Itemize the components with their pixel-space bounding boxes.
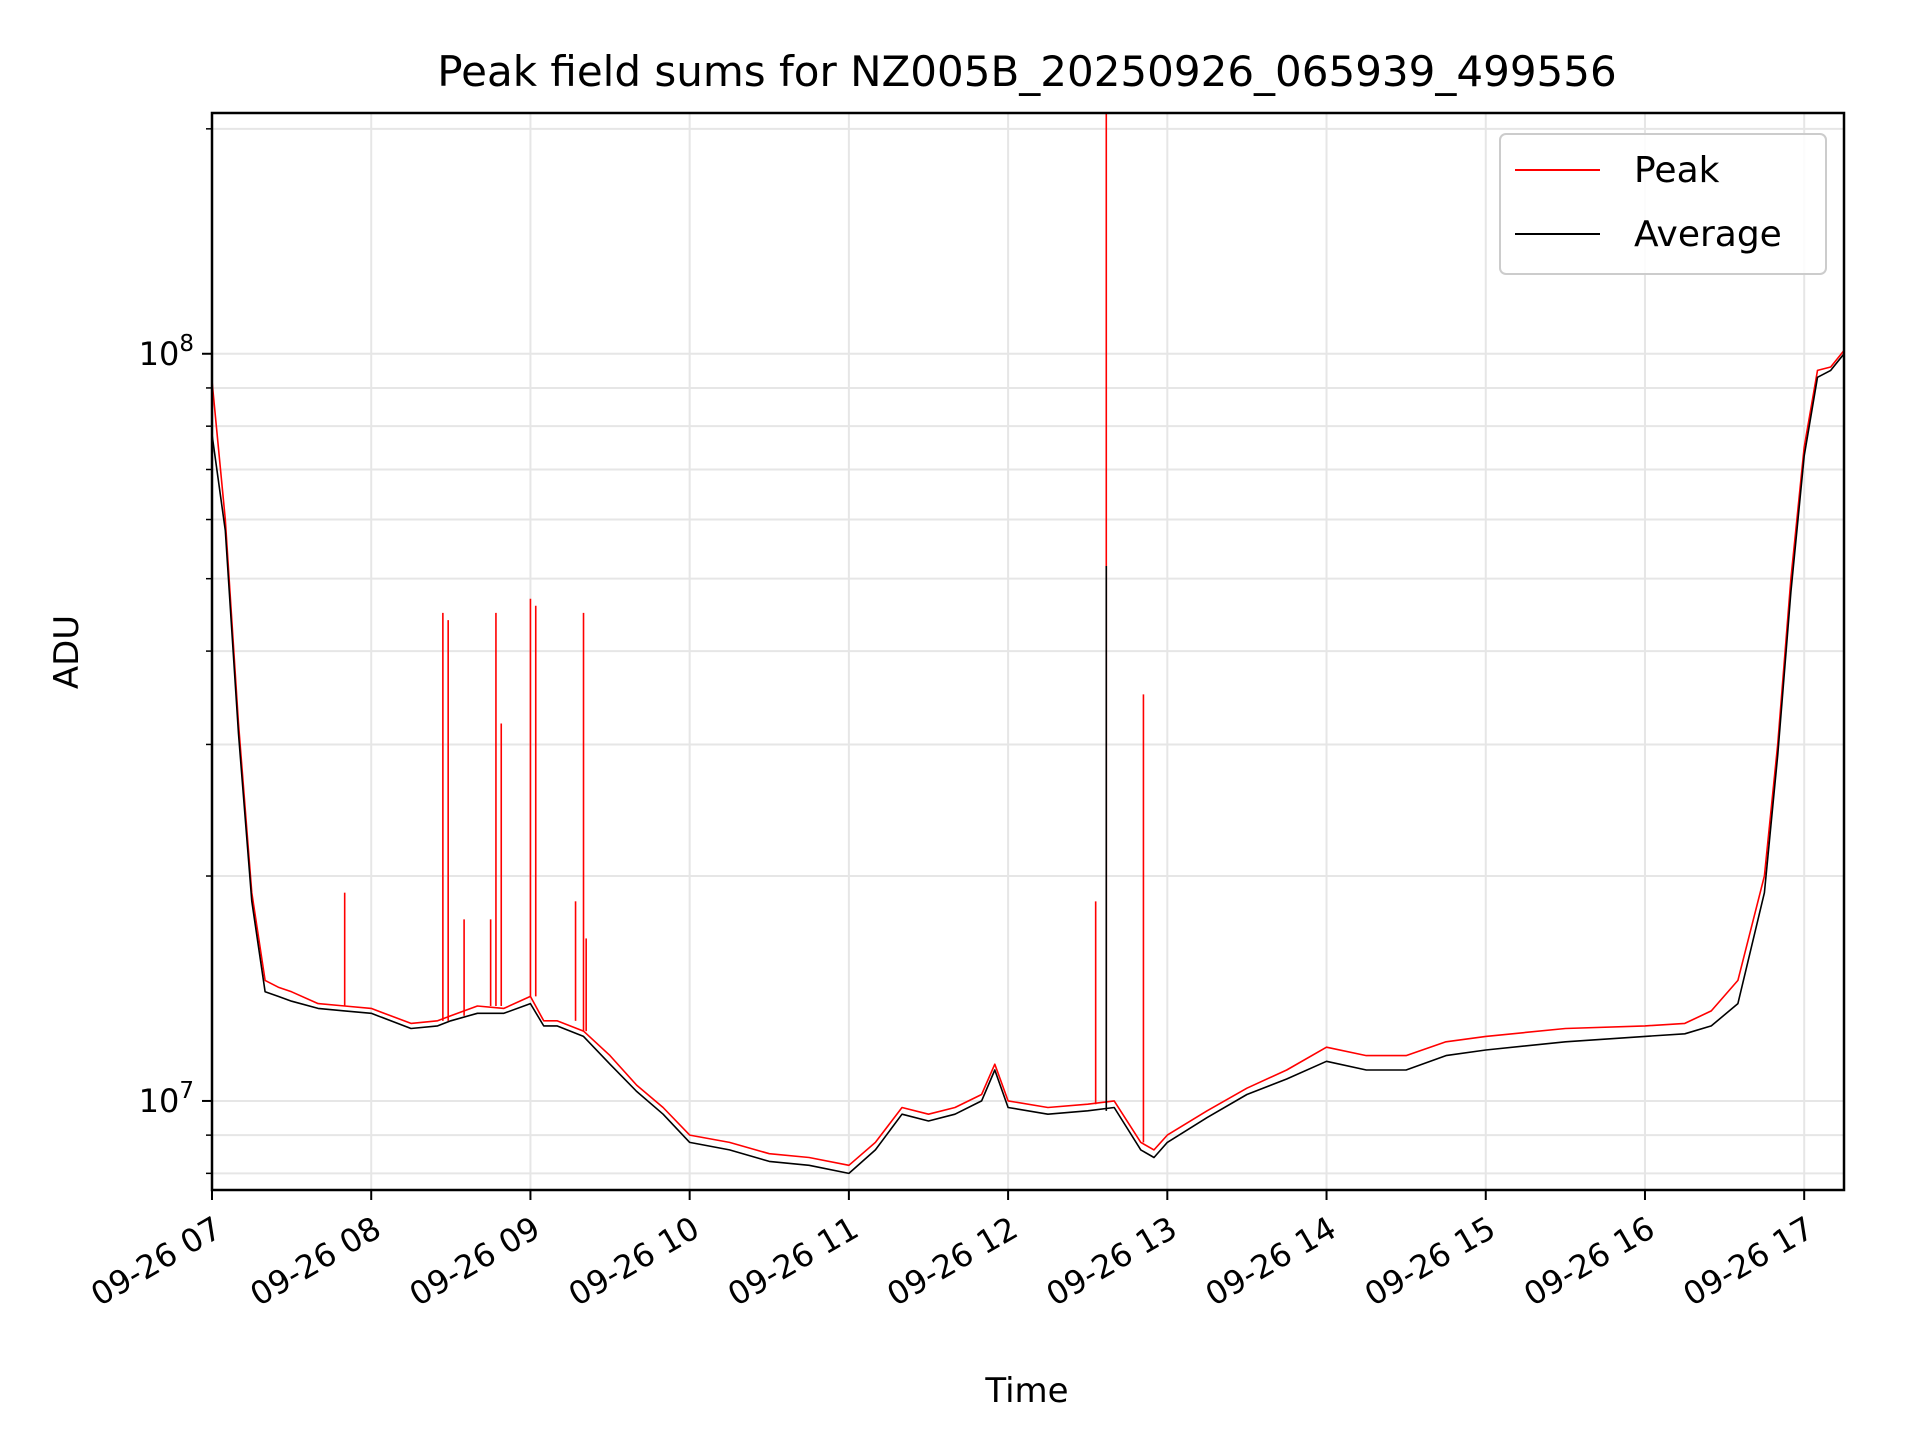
y-tick-label: 107 — [139, 1078, 194, 1120]
grid — [211, 113, 1844, 1190]
legend: Peak Average — [1499, 133, 1827, 275]
series-average — [212, 353, 1844, 1175]
legend-label-average: Average — [1634, 214, 1782, 255]
y-tick-label: 108 — [139, 331, 194, 373]
chart-title: Peak field sums for NZ005B_20250926_0659… — [437, 47, 1616, 96]
series-line-average — [212, 353, 1844, 1175]
y-axis-label: ADU — [47, 615, 87, 689]
x-axis-label: Time — [984, 1371, 1068, 1411]
series-layer — [212, 113, 1844, 1175]
series-line-peak — [212, 349, 1844, 1167]
legend-label-peak: Peak — [1634, 150, 1720, 191]
